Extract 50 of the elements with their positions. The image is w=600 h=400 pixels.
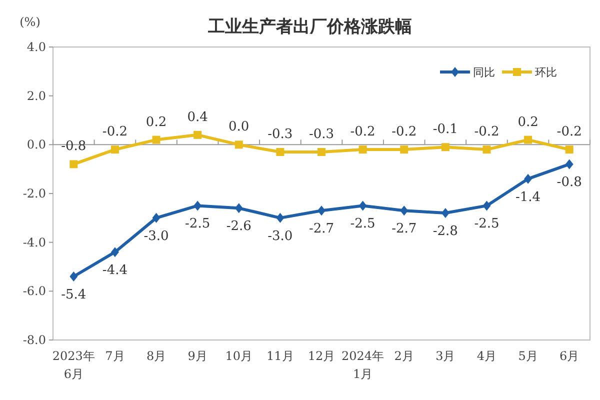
data-label: -4.4: [102, 263, 128, 278]
data-label: -0.2: [556, 124, 582, 140]
data-label: 0.2: [518, 114, 538, 130]
data-label: -0.1: [432, 122, 458, 138]
y-axis-title: (%): [20, 15, 40, 29]
y-tick-label: -8.0: [22, 333, 46, 347]
data-label: -2.6: [226, 219, 252, 234]
x-tick-label: 10月: [225, 349, 253, 363]
y-tick-label: -4.0: [22, 235, 46, 250]
data-label: -5.4: [61, 288, 86, 303]
y-tick-label: 4.0: [26, 40, 46, 54]
x-tick-label: 2023年 6月: [52, 349, 95, 381]
x-tick-label: 6月: [560, 349, 580, 363]
x-tick-label: 2024年 1月: [342, 349, 384, 381]
data-label: -0.2: [474, 124, 500, 140]
x-tick-label: 3月: [436, 349, 456, 363]
y-tick-label: -6.0: [22, 284, 46, 298]
data-label: -2.5: [350, 216, 376, 232]
legend-label: 同比: [473, 66, 495, 79]
data-label: -3.0: [144, 228, 169, 244]
data-label: -0.2: [350, 124, 376, 140]
x-tick-label: 9月: [188, 349, 208, 363]
data-label: -2.7: [308, 222, 334, 237]
data-label: -2.5: [474, 216, 500, 232]
data-label: -1.4: [516, 190, 541, 205]
legend-label: 环比: [535, 66, 557, 79]
data-label: 0.2: [146, 114, 167, 130]
data-label: -0.8: [61, 139, 86, 154]
x-tick-label: 4月: [476, 349, 497, 363]
x-tick-label: 12月: [308, 349, 336, 363]
y-tick-label: 2.0: [26, 88, 46, 103]
x-tick-label: 7月: [105, 349, 125, 363]
y-tick-label: -2.0: [22, 186, 46, 200]
data-label: 0.4: [187, 110, 208, 125]
data-label: -0.2: [102, 124, 128, 140]
data-label: -3.0: [268, 228, 293, 244]
x-tick-label: 5月: [518, 349, 538, 363]
data-label: -0.3: [268, 126, 293, 142]
x-tick-label: 2月: [394, 349, 414, 363]
chart-title: 工业生产者出厂价格涨跌幅: [207, 17, 412, 37]
data-label: -0.2: [392, 124, 417, 140]
x-tick-label: 8月: [146, 349, 166, 363]
data-label: -2.8: [432, 224, 458, 240]
data-label: -0.8: [556, 175, 582, 190]
data-label: 0.0: [228, 120, 250, 135]
x-tick-label: 11月: [266, 349, 294, 363]
data-label: -2.5: [185, 216, 210, 232]
data-label: -0.3: [308, 126, 334, 142]
y-tick-label: 0.0: [26, 138, 46, 152]
data-label: -2.7: [392, 222, 417, 237]
